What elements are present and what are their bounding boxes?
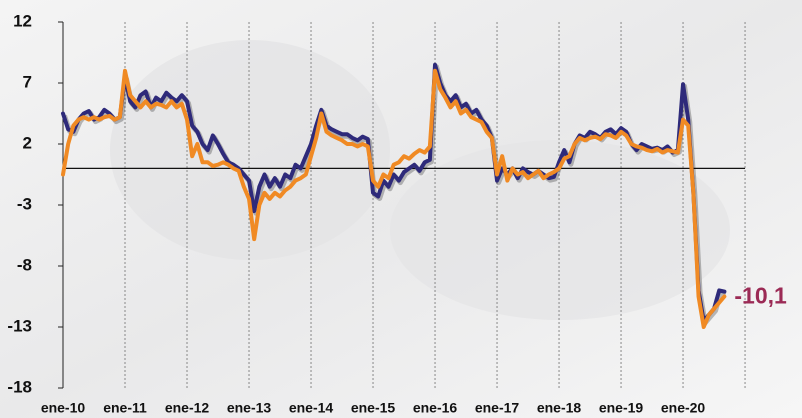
x-tick-label: ene-20 xyxy=(661,400,706,416)
x-tick-label: ene-16 xyxy=(413,400,458,416)
y-tick-label: -3 xyxy=(17,194,32,213)
x-tick-label: ene-17 xyxy=(475,400,520,416)
x-tick-label: ene-18 xyxy=(537,400,582,416)
x-tick-label: ene-12 xyxy=(165,400,210,416)
series-line xyxy=(61,62,727,323)
y-tick-label: -18 xyxy=(7,377,32,396)
y-tick-label: -8 xyxy=(17,255,32,274)
y-tick-label: 7 xyxy=(23,72,32,91)
y-tick-label: 12 xyxy=(13,11,32,30)
x-tick-label: ene-15 xyxy=(351,400,396,416)
value-label: -10,1 xyxy=(734,283,787,309)
x-tick-label: ene-19 xyxy=(599,400,644,416)
y-tick-label: -13 xyxy=(7,316,32,335)
y-tick-label: 2 xyxy=(23,133,32,152)
x-tick-label: ene-14 xyxy=(289,400,334,416)
x-tick-label: ene-11 xyxy=(103,400,147,416)
x-tick-label: ene-10 xyxy=(41,400,86,416)
background-shape xyxy=(110,40,390,260)
x-tick-label: ene-13 xyxy=(227,400,272,416)
background-shape xyxy=(390,140,730,320)
series-line xyxy=(61,68,727,329)
